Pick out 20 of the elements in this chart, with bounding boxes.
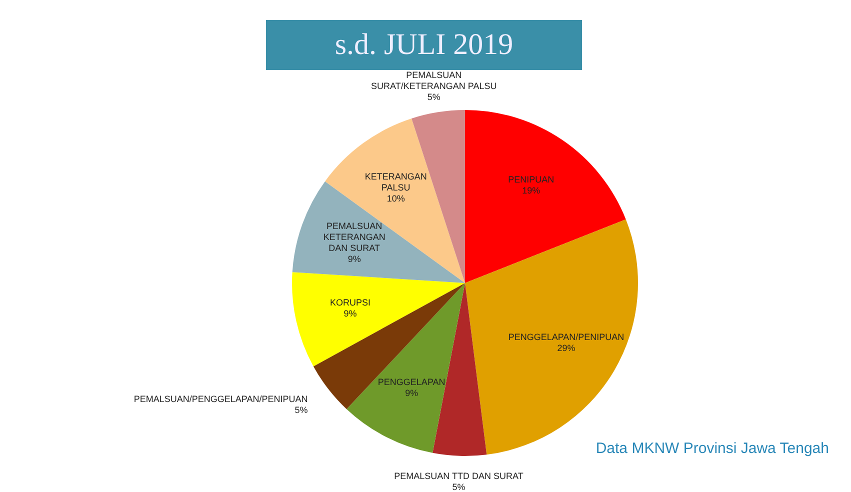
slice-label: PEMALSUAN SURAT/KETERANGAN PALSU [371, 70, 497, 91]
slice-label: PEMALSUAN TTD DAN SURAT [394, 470, 524, 481]
data-label: 5% [294, 404, 308, 415]
data-label: 19% [522, 186, 540, 196]
data-label: 10% [386, 193, 405, 204]
slice-label: PENGGELAPAN [378, 376, 446, 387]
data-label: 5% [452, 482, 466, 492]
slice-label: KORUPSI [330, 298, 370, 308]
chart-title: s.d. JULI 2019 [266, 20, 582, 70]
slice-label: PENGGELAPAN/PENIPUAN [508, 332, 624, 342]
slice-label: PEMALSUAN KETERANGAN DAN SURAT [323, 221, 386, 254]
slice-label: PEMALSUAN/PENGGELAPAN/PENIPUAN [134, 394, 308, 404]
data-label: 9% [405, 388, 418, 398]
data-label: 29% [557, 342, 576, 353]
data-label: 5% [427, 92, 440, 102]
slice-label: PENIPUAN [508, 174, 554, 185]
data-label: 9% [344, 308, 357, 319]
data-label: 9% [348, 254, 361, 264]
text: Data MKNW Provinsi Jawa Tengah [596, 440, 829, 457]
slice-label: KETERANGAN PALSU [364, 171, 427, 192]
